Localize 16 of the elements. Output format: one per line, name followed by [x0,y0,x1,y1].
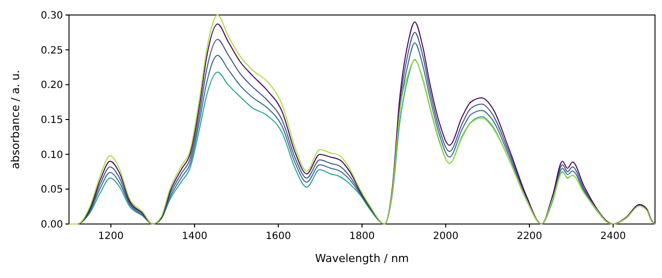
x-tick-label: 1800 [349,231,375,242]
y-tick-label: 0.25 [40,45,63,56]
y-tick-label: 0.20 [40,80,63,92]
x-tick-label: 1400 [182,231,208,242]
y-tick-label: 0.30 [40,10,63,22]
y-tick-label: 0.00 [40,220,63,230]
x-tick-label: 1200 [98,231,124,242]
y-tick-label: 0.05 [40,184,63,196]
y-tick-label: 0.15 [40,115,63,126]
y-tick-label: 0.10 [40,150,63,161]
x-tick-label: 2000 [432,231,458,242]
x-tick-label: 2200 [516,231,542,242]
y-axis-title: absorbance / a. u. [9,70,22,170]
x-tick-label: 1600 [266,231,292,242]
x-tick-label: 2400 [600,231,626,242]
x-axis-title: Wavelength / nm [315,252,409,265]
